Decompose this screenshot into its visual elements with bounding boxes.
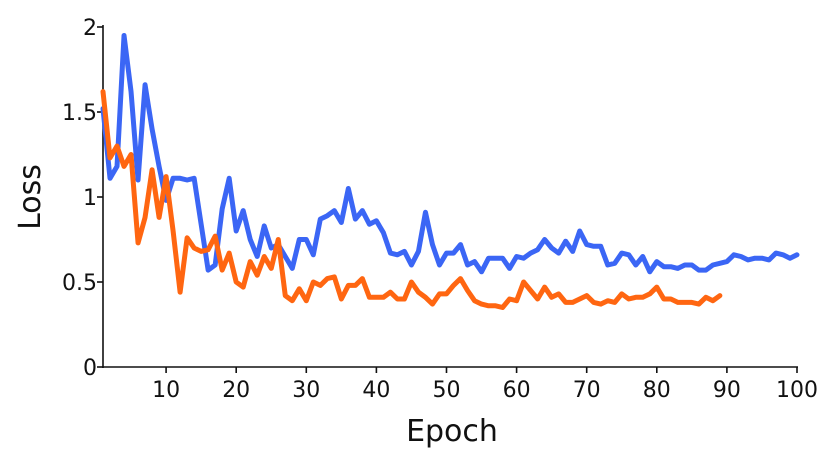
x-tick-label: 90 <box>713 378 741 403</box>
x-tick-label: 20 <box>222 378 250 403</box>
y-tick-label: 0 <box>83 356 97 381</box>
x-tick-label: 50 <box>432 378 460 403</box>
x-tick-label: 30 <box>292 378 320 403</box>
series-line-2 <box>100 89 723 310</box>
x-tick-label: 10 <box>152 378 180 403</box>
x-tick-label: 40 <box>362 378 390 403</box>
y-tick-label: 1.5 <box>62 101 97 126</box>
x-tick-label: 70 <box>573 378 601 403</box>
series-line-1 <box>100 33 800 275</box>
x-axis: 10 20 30 40 50 60 70 80 90 100 <box>102 366 818 403</box>
series-layer <box>100 33 800 310</box>
x-axis-title: Epoch <box>406 414 498 449</box>
y-axis: 0 0.5 1 1.5 2 <box>62 16 104 381</box>
x-tick-label: 80 <box>643 378 671 403</box>
y-tick-label: 0.5 <box>62 271 97 296</box>
x-tick-label: 100 <box>776 378 818 403</box>
y-tick-label: 1 <box>83 186 97 211</box>
x-tick-label: 60 <box>503 378 531 403</box>
y-axis-title: Loss <box>13 164 48 230</box>
y-tick-label: 2 <box>83 16 97 41</box>
